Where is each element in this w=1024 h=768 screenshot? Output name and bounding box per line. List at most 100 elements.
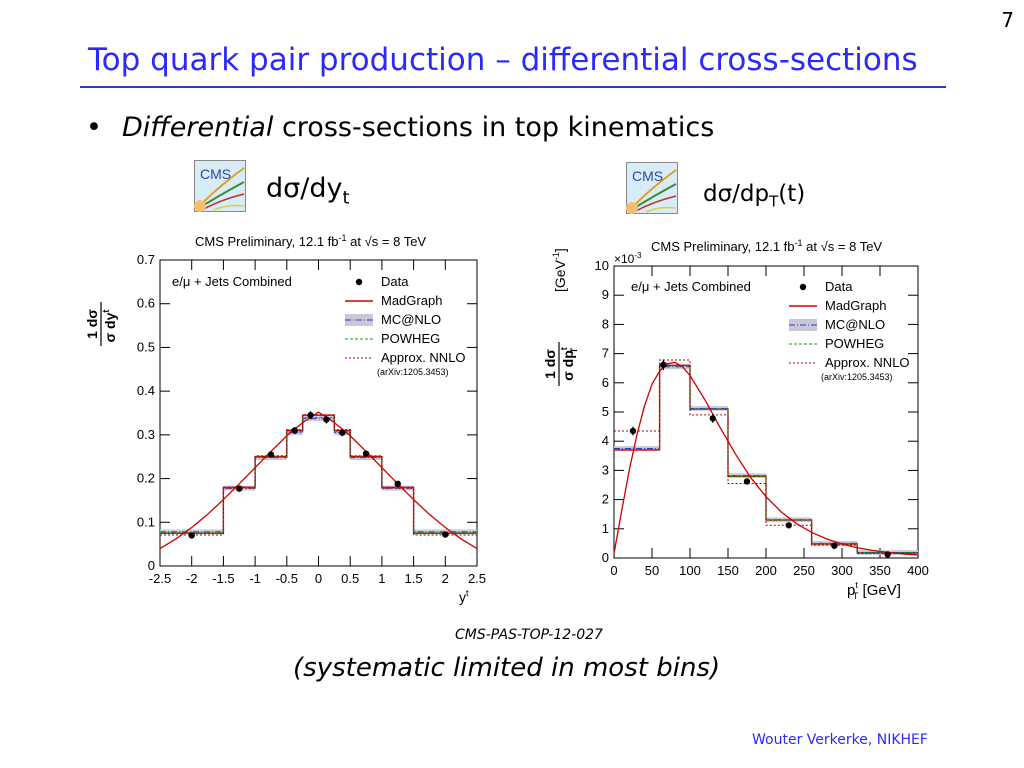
bullet-text: cross-sections in top kinematics [273, 112, 715, 143]
x-tick-label: 300 [831, 563, 853, 578]
legend: Data MadGraph MC@NLO POWHEG Approx. NNLO (arX… [345, 274, 466, 377]
data-point [291, 427, 298, 434]
left-panel-label: dσ/dyt [266, 173, 350, 208]
x-tick-label: 2.5 [468, 571, 486, 586]
y-tick-label: 1 [602, 521, 609, 536]
title-rule [80, 86, 946, 88]
right-label-sub: T [769, 192, 779, 211]
y-tick-label: 0 [602, 550, 609, 565]
chart-title: CMS Preliminary, 12.1 fb-1 at √s = 8 TeV [651, 238, 882, 254]
legend: Data MadGraph MC@NLO POWHEG Approx. NNLO (arX… [789, 279, 910, 382]
data-point [743, 478, 751, 485]
mcatnlo-band [160, 529, 224, 535]
x-tick-label: 0 [315, 571, 322, 586]
svg-text:[GeV-1]: [GeV-1] [551, 248, 568, 292]
x-tick-label: 0.5 [341, 571, 359, 586]
y-tick-label: 2 [602, 492, 609, 507]
channel-label: e/μ + Jets Combined [172, 274, 292, 289]
x-tick-label: 1 [378, 571, 385, 586]
svg-text:σ dptT: σ dptT [559, 347, 579, 381]
left-label-main: dσ/dy [266, 173, 343, 204]
data-point [307, 411, 314, 419]
slide-title: Top quark pair production – differential… [88, 42, 918, 78]
y-tick-label: 0.4 [137, 383, 155, 398]
y-tick-label: 0.6 [137, 296, 155, 311]
legend-label: Data [381, 274, 409, 289]
legend-data-marker [355, 278, 363, 286]
rapidity-chart: CMS Preliminary, 12.1 fb-1 at √s = 8 TeV… [84, 233, 486, 605]
y-tick-label: 10 [595, 258, 609, 273]
data-point [267, 451, 275, 458]
x-axis-title: yt [459, 588, 469, 605]
legend-label: POWHEG [381, 331, 440, 346]
right-label-post: (t) [778, 181, 806, 207]
cms-logo-icon: CMS [194, 160, 246, 212]
legend-label: Approx. NNLO [381, 350, 466, 365]
y-tick-label: 9 [602, 287, 609, 302]
x-tick-label: 250 [793, 563, 815, 578]
footer-author: Wouter Verkerke, NIKHEF [752, 732, 928, 748]
x-tick-label: -2 [186, 571, 198, 586]
legend-note: (arXiv:1205.3453) [377, 367, 449, 377]
y-tick-label: 0.1 [137, 514, 155, 529]
x-tick-label: 50 [645, 563, 659, 578]
y-axis-title: 1 dσ σ dptT [GeV-1] [542, 248, 579, 386]
y-tick-label: 0.7 [137, 252, 155, 267]
data-point [629, 427, 637, 435]
bullet-italic: Differential [122, 112, 274, 143]
data-point [362, 450, 370, 457]
x-tick-label: 2 [442, 571, 449, 586]
x-tick-label: 400 [907, 563, 929, 578]
x-tick-label: -0.5 [276, 571, 298, 586]
data-point [785, 522, 792, 529]
data-point [884, 551, 891, 558]
legend-label: MC@NLO [825, 317, 885, 332]
legend-label: MadGraph [381, 293, 442, 308]
legend-note: (arXiv:1205.3453) [821, 372, 893, 382]
right-panel-label: dσ/dpT(t) [703, 181, 805, 211]
x-tick-label: 150 [717, 563, 739, 578]
x-tick-label: -1 [249, 571, 261, 586]
data-point [236, 485, 243, 492]
bullet-item: • Differential cross-sections in top kine… [86, 112, 714, 143]
reference-label: CMS-PAS-TOP-12-027 [455, 627, 603, 643]
axis-multiplier: ×10-3 [614, 251, 642, 266]
madgraph-curve [613, 361, 919, 556]
x-tick-label: 0 [610, 563, 617, 578]
hist-approx-nnlo [160, 414, 477, 536]
y-tick-label: 6 [602, 375, 609, 390]
data-point [831, 542, 838, 549]
x-tick-label: 1.5 [405, 571, 423, 586]
hist-powheg [614, 365, 918, 554]
x-tick-label: -1.5 [212, 571, 234, 586]
slide-number: 7 [1001, 8, 1014, 32]
note-text: (systematic limited in most bins) [293, 653, 721, 683]
legend-label: MadGraph [825, 298, 886, 313]
x-tick-label: -2.5 [149, 571, 171, 586]
data-point [442, 531, 449, 538]
y-tick-label: 5 [602, 404, 609, 419]
data-point [394, 480, 401, 488]
cms-logo-text: CMS [632, 168, 663, 184]
y-tick-label: 0.3 [137, 427, 155, 442]
y-axis-title: 1 dσ σ dyt [84, 302, 118, 346]
madgraph-curve [159, 411, 478, 550]
y-tick-label: 0.5 [137, 339, 155, 354]
x-tick-label: 350 [869, 563, 891, 578]
x-tick-label: 100 [679, 563, 701, 578]
data-point [660, 361, 667, 368]
legend-label: Approx. NNLO [825, 355, 910, 370]
hist-madgraph [160, 414, 477, 534]
y-tick-label: 0.2 [137, 471, 155, 486]
right-label-pre: dσ/dp [703, 181, 770, 207]
channel-label: e/μ + Jets Combined [631, 279, 751, 294]
y-tick-label: 0 [148, 558, 155, 573]
x-tick-label: 200 [755, 563, 777, 578]
legend-label: Data [825, 279, 853, 294]
cms-logo-icon: CMS [626, 162, 678, 214]
data-point [188, 532, 195, 539]
legend-label: MC@NLO [381, 312, 441, 327]
y-tick-label: 8 [602, 316, 609, 331]
x-axis-title: pt T [GeV] [847, 580, 901, 601]
y-tick-label: 3 [602, 462, 609, 477]
